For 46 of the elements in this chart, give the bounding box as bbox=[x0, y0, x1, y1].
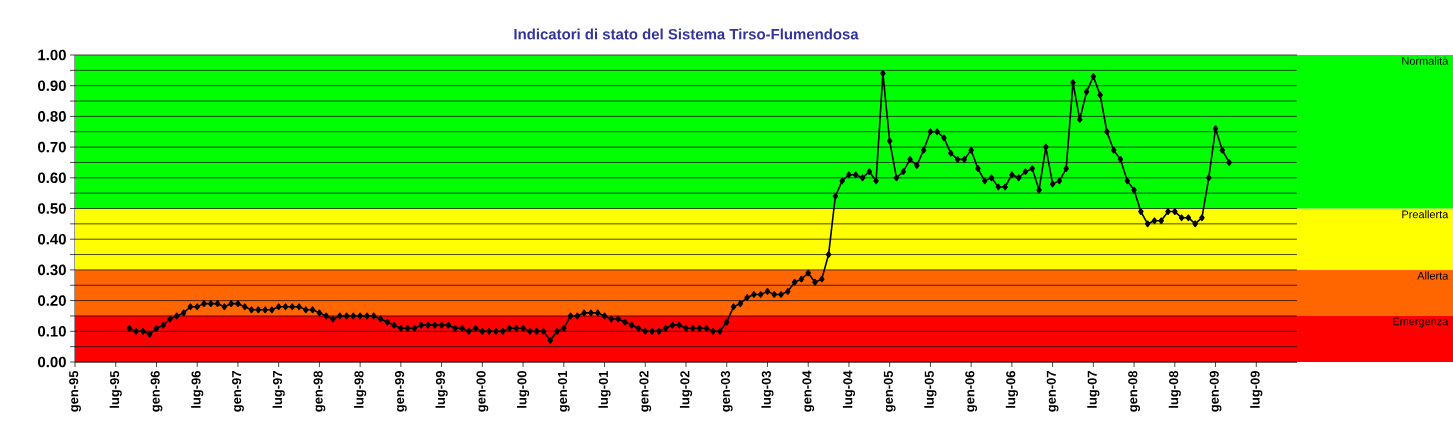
x-tick-label: lug-97 bbox=[272, 371, 285, 408]
x-tick-label: gen-98 bbox=[313, 370, 326, 412]
y-tick-label: 0.00 bbox=[38, 356, 66, 368]
y-tick-label: 0.30 bbox=[38, 264, 66, 276]
y-tick-label: 0.80 bbox=[38, 111, 66, 122]
y-tick-label: 1.00 bbox=[38, 49, 66, 61]
x-tick-label: lug-07 bbox=[1087, 371, 1100, 408]
y-tick-label: 0.40 bbox=[38, 233, 66, 245]
x-tick-label: lug-00 bbox=[517, 371, 530, 408]
y-tick-label: 0.20 bbox=[38, 295, 66, 306]
y-tick-label: 0.90 bbox=[38, 80, 66, 91]
x-tick-label: gen-04 bbox=[802, 370, 815, 412]
x-tick-label: lug-99 bbox=[435, 371, 448, 408]
y-tick-label: 0.10 bbox=[38, 326, 66, 337]
x-tick-label: lug-05 bbox=[924, 370, 937, 408]
x-tick-label: gen-06 bbox=[965, 370, 978, 412]
band-label: Allerta bbox=[1417, 271, 1449, 280]
y-tick-label: 0.70 bbox=[38, 141, 66, 153]
x-tick-label: gen-95 bbox=[69, 370, 81, 412]
x-tick-label: gen-08 bbox=[1128, 370, 1140, 412]
x-tick-label: gen-97 bbox=[232, 371, 244, 412]
x-tick-label: lug-06 bbox=[1005, 370, 1018, 408]
x-tick-label: gen-07 bbox=[1046, 371, 1059, 412]
chart-title: Indicatori di stato del Sistema Tirso-Flumendosa bbox=[514, 28, 859, 40]
x-tick-label: lug-03 bbox=[761, 370, 774, 408]
x-tick-label: gen-09 bbox=[1209, 371, 1222, 412]
x-tick-label: lug-98 bbox=[354, 370, 367, 408]
x-tick-label: gen-03 bbox=[720, 370, 733, 412]
x-tick-label: lug-04 bbox=[842, 370, 856, 408]
x-tick-label: gen-96 bbox=[150, 370, 163, 412]
y-tick-label: 0.50 bbox=[38, 203, 66, 214]
x-tick-label: gen-00 bbox=[476, 371, 489, 412]
y-tick-label: 0.60 bbox=[38, 172, 66, 184]
x-tick-label: gen-01 bbox=[557, 370, 570, 412]
band-label: Emergenza bbox=[1393, 317, 1449, 328]
band-label: Preallerta bbox=[1402, 210, 1449, 219]
x-tick-label: lug-02 bbox=[679, 371, 693, 408]
band-label: Normalità bbox=[1402, 56, 1449, 65]
x-tick-label: lug-09 bbox=[1250, 371, 1263, 408]
x-tick-label: lug-95 bbox=[109, 370, 122, 408]
x-tick-label: gen-05 bbox=[883, 370, 896, 412]
x-tick-label: gen-99 bbox=[394, 371, 407, 412]
x-tick-label: lug-08 bbox=[1168, 370, 1181, 408]
x-tick-label: lug-01 bbox=[598, 370, 611, 408]
x-tick-label: gen-02 bbox=[639, 371, 652, 412]
x-tick-label: lug-96 bbox=[191, 370, 204, 408]
